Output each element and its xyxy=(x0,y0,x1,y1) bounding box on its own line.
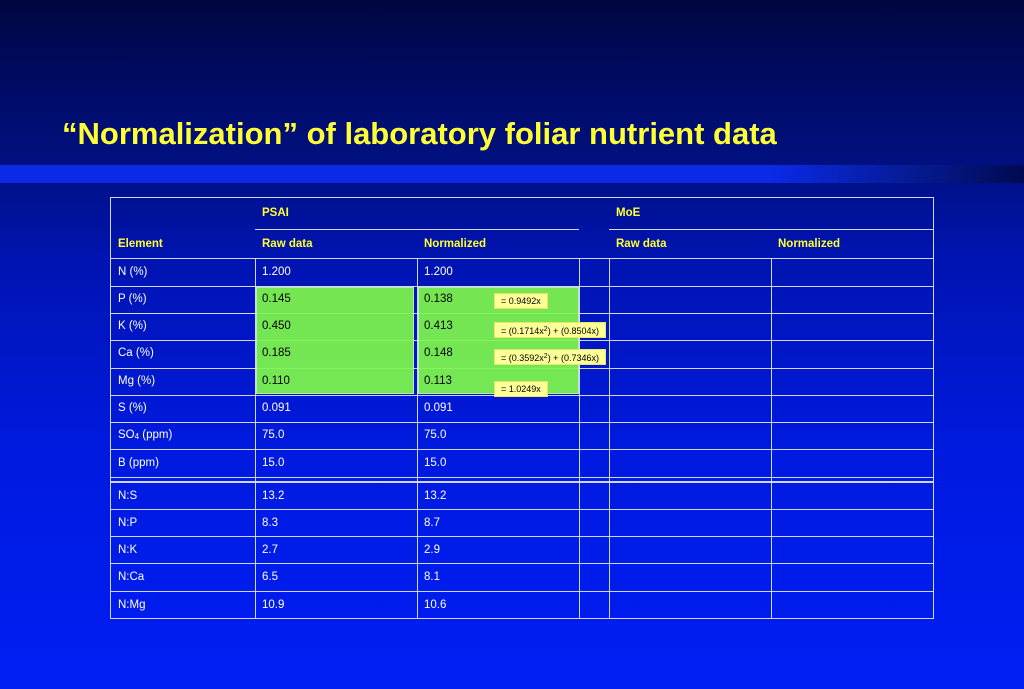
raw-cell: 0.110 xyxy=(262,375,290,387)
normalized-cell: 0.138 xyxy=(424,293,453,305)
raw-cell: 75.0 xyxy=(262,429,285,441)
element-cell: S (%) xyxy=(118,402,147,414)
equation-k-part1: = (0.1714x xyxy=(501,326,544,336)
normalized-cell: 10.6 xyxy=(424,599,447,611)
equation-ca-part2: ) + (0.7346x) xyxy=(547,353,599,363)
moe-header: MoE xyxy=(616,207,641,219)
element-cell: P (%) xyxy=(118,293,147,305)
equation-k: = (0.1714x2) + (0.8504x) xyxy=(494,322,606,338)
raw-cell: 1.200 xyxy=(262,266,291,278)
row-line xyxy=(110,563,934,564)
element-cell: N:Ca xyxy=(118,571,145,583)
table-border-right xyxy=(933,197,934,619)
equation-p: = 0.9492x xyxy=(494,293,548,309)
psai-header: PSAI xyxy=(262,207,289,219)
psai-normalized-col-header: Normalized xyxy=(424,238,486,250)
row-line xyxy=(110,477,934,478)
normalized-cell: 13.2 xyxy=(424,490,447,502)
raw-cell: 2.7 xyxy=(262,544,278,556)
normalized-cell: 0.113 xyxy=(424,375,452,387)
element-cell-main: SO xyxy=(118,429,135,441)
moe-raw-col-header: Raw data xyxy=(616,238,667,250)
highlight-raw xyxy=(256,287,414,394)
row-line xyxy=(110,509,934,510)
normalized-cell: 0.413 xyxy=(424,320,453,332)
row-line xyxy=(110,422,934,423)
row-line xyxy=(110,536,934,537)
slide-title: “Normalization” of laboratory foliar nut… xyxy=(62,116,777,151)
equation-k-exponent: 2 xyxy=(543,326,548,333)
element-cell: N (%) xyxy=(118,266,148,278)
normalized-cell: 2.9 xyxy=(424,544,440,556)
raw-cell: 0.185 xyxy=(262,347,291,359)
normalized-cell: 8.1 xyxy=(424,571,440,583)
normalized-cell: 0.091 xyxy=(424,402,453,414)
normalized-cell: 0.148 xyxy=(424,347,453,359)
row-line xyxy=(110,286,934,287)
col-line xyxy=(417,258,418,619)
element-cell-unit: (ppm) xyxy=(139,429,173,441)
element-cell: N:S xyxy=(118,490,138,502)
table-border-top xyxy=(110,197,934,198)
col-line xyxy=(609,258,610,619)
raw-cell: 15.0 xyxy=(262,457,285,469)
element-cell: Ca (%) xyxy=(118,347,154,359)
element-cell: SO4 (ppm) xyxy=(118,429,172,441)
table-border-left xyxy=(110,197,111,619)
section-divider xyxy=(110,481,934,483)
element-cell: N:P xyxy=(118,517,138,529)
element-cell: B (ppm) xyxy=(118,457,159,469)
element-cell-subscript: 4 xyxy=(134,432,140,441)
psai-raw-col-header: Raw data xyxy=(262,238,313,250)
equation-ca-exponent: 2 xyxy=(543,353,548,360)
normalized-cell: 1.200 xyxy=(424,266,453,278)
raw-cell: 0.091 xyxy=(262,402,291,414)
raw-cell: 10.9 xyxy=(262,599,285,611)
element-cell: N:Mg xyxy=(118,599,146,611)
row-line xyxy=(110,258,934,259)
title-band xyxy=(0,165,1024,183)
table-border-bottom xyxy=(110,618,934,619)
moe-normalized-col-header: Normalized xyxy=(778,238,840,250)
raw-cell: 8.3 xyxy=(262,517,278,529)
raw-cell: 13.2 xyxy=(262,490,285,502)
equation-mg: = 1.0249x xyxy=(494,381,548,397)
col-line xyxy=(255,258,256,619)
normalized-cell: 15.0 xyxy=(424,457,447,469)
col-line xyxy=(579,258,580,619)
raw-cell: 0.450 xyxy=(262,320,291,332)
element-cell: Mg (%) xyxy=(118,375,156,387)
element-cell: K (%) xyxy=(118,320,147,332)
row-line xyxy=(110,591,934,592)
element-cell: N:K xyxy=(118,544,138,556)
normalized-cell: 75.0 xyxy=(424,429,447,441)
col-line xyxy=(771,258,772,619)
equation-ca: = (0.3592x2) + (0.7346x) xyxy=(494,349,606,365)
row-line xyxy=(110,449,934,450)
equation-k-part2: ) + (0.8504x) xyxy=(547,326,599,336)
raw-cell: 0.145 xyxy=(262,293,291,305)
psai-group-line xyxy=(255,229,579,230)
moe-group-line xyxy=(609,229,934,230)
normalized-cell: 8.7 xyxy=(424,517,440,529)
raw-cell: 6.5 xyxy=(262,571,278,583)
equation-ca-part1: = (0.3592x xyxy=(501,353,544,363)
element-col-header: Element xyxy=(118,238,163,250)
